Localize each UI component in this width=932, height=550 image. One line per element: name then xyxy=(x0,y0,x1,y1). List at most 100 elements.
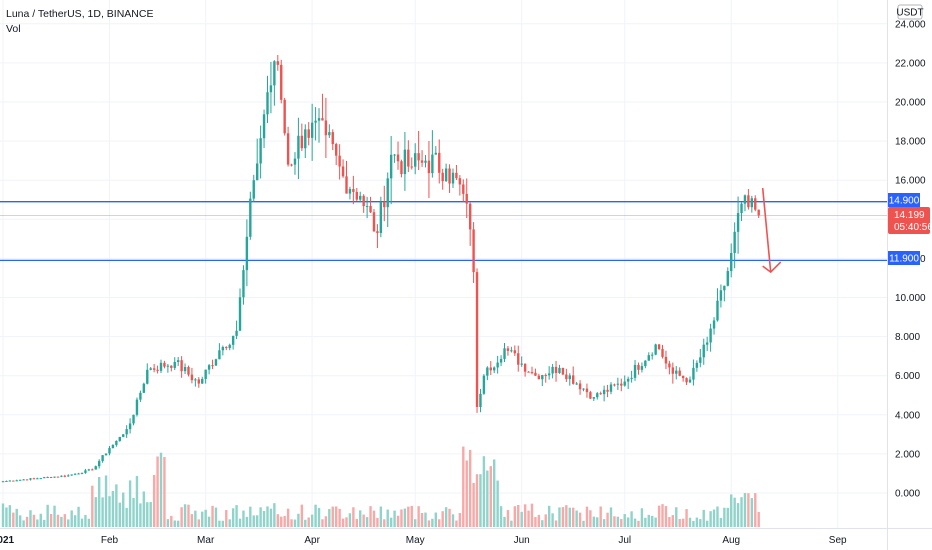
volume-bar xyxy=(417,506,420,527)
candle-body xyxy=(486,367,489,376)
last-price-value: 14.199 xyxy=(894,210,925,221)
volume-bar xyxy=(84,514,87,527)
candle-body xyxy=(565,374,568,380)
candle-body xyxy=(733,231,736,253)
price-tick: 2.000 xyxy=(895,449,920,460)
volume-bar xyxy=(218,520,221,527)
candle-body xyxy=(63,475,67,477)
time-tick: 2021 xyxy=(0,535,15,546)
volume-bar xyxy=(393,510,396,527)
volume-bar xyxy=(472,482,475,527)
candle-body xyxy=(462,184,465,194)
candle-body xyxy=(644,360,647,367)
candle-body xyxy=(702,344,705,358)
candle-body xyxy=(231,335,235,345)
volume-bar xyxy=(297,513,300,527)
last-price-label[interactable]: 14.199 05:40:56 xyxy=(888,207,932,234)
currency-badge[interactable]: USDT xyxy=(896,4,924,20)
drawing-arrow-head[interactable] xyxy=(762,261,782,274)
candle-body xyxy=(596,393,599,398)
candle-body xyxy=(87,469,91,471)
volume-bar xyxy=(32,514,36,527)
volume-bar xyxy=(527,510,530,527)
candle-body xyxy=(626,378,630,382)
volume-bar xyxy=(249,506,252,527)
volume-bar xyxy=(389,517,393,527)
candle-body xyxy=(376,231,379,233)
volume-bar xyxy=(235,505,238,527)
chart-title: Luna / TetherUS, 1D, BINANCE xyxy=(6,8,153,20)
candle-body xyxy=(338,155,341,167)
volume-bar xyxy=(475,474,479,527)
volume-bar xyxy=(111,490,115,527)
volume-bar xyxy=(118,502,121,527)
time-axis[interactable]: 2021 Feb Mar Apr May Jun Jul Aug Sep xyxy=(0,535,847,546)
candle-body xyxy=(582,388,585,390)
volume-bar xyxy=(328,509,331,527)
candle-body xyxy=(551,366,554,374)
volume-bar xyxy=(709,511,712,527)
candle-body xyxy=(513,350,517,354)
candle-body xyxy=(389,154,393,179)
candle-body xyxy=(317,118,321,121)
candle-body xyxy=(201,378,204,384)
candle-body xyxy=(22,479,25,481)
candle-body xyxy=(537,375,541,380)
volume-bar xyxy=(334,506,338,527)
volume-bar xyxy=(609,507,613,527)
volume-bar xyxy=(365,517,369,527)
candle-body xyxy=(589,392,592,399)
candle-body xyxy=(520,363,523,365)
volume-bar xyxy=(101,497,104,527)
candle-body xyxy=(678,370,681,376)
volume-bar xyxy=(513,506,517,527)
candle-body xyxy=(204,369,207,379)
candle-body xyxy=(379,201,383,233)
candle-body xyxy=(334,144,338,156)
level-label-lower[interactable]: 11.900 xyxy=(888,251,920,265)
candle-body xyxy=(8,480,12,482)
drawing-arrow-shaft[interactable] xyxy=(761,187,772,273)
volume-bar xyxy=(743,493,747,527)
candle-body xyxy=(482,375,486,394)
volume-bar xyxy=(324,516,328,527)
volume-bar xyxy=(757,511,760,527)
volume-bar xyxy=(561,507,565,527)
volume-bar xyxy=(135,476,139,527)
volume-bar xyxy=(699,519,702,527)
candle-body xyxy=(91,469,94,471)
candle-body xyxy=(499,358,503,363)
volume-bar xyxy=(458,513,462,527)
candle-body xyxy=(115,440,118,445)
candle-body xyxy=(101,455,104,462)
candle-body xyxy=(444,168,448,182)
volume-bar xyxy=(290,519,293,527)
volume-bar xyxy=(410,505,413,527)
candle-body xyxy=(46,477,49,479)
candle-body xyxy=(108,448,111,454)
volume-bar xyxy=(740,497,743,527)
volume-bar xyxy=(747,493,750,527)
volume-bar xyxy=(482,456,486,527)
candle-body xyxy=(156,369,159,371)
volume-bar xyxy=(149,502,152,527)
volume-bar xyxy=(383,519,386,527)
volume-bar xyxy=(750,498,754,527)
candle-body xyxy=(431,154,434,174)
candle-body xyxy=(252,180,255,199)
level-label-upper[interactable]: 14.900 xyxy=(888,193,920,207)
candle-body xyxy=(496,362,499,368)
price-tick: 20.000 xyxy=(895,98,926,109)
volume-bar xyxy=(585,506,589,527)
candle-body xyxy=(324,120,328,136)
volume-bar xyxy=(252,515,255,527)
candle-body xyxy=(166,365,170,367)
candle-body xyxy=(300,135,304,149)
volume-bar xyxy=(695,517,699,527)
volume-bar xyxy=(551,513,554,527)
candle-body xyxy=(441,172,444,182)
candle-body xyxy=(668,363,671,368)
volume-bar xyxy=(626,517,630,527)
candle-body xyxy=(56,476,60,478)
volume-bar xyxy=(465,460,468,527)
